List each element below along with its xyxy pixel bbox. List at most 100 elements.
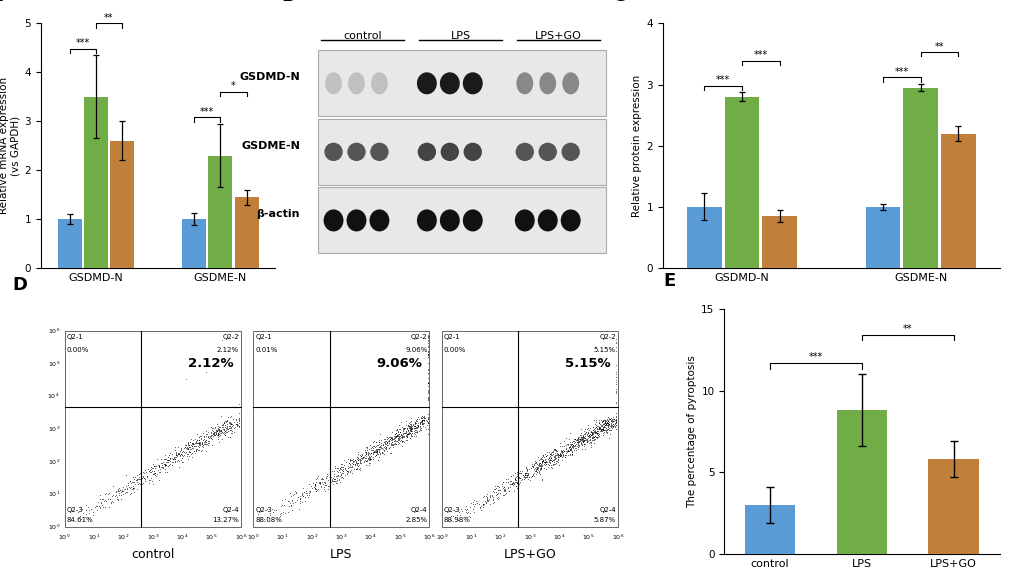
Point (403, 429, 419, 438)
Point (571, 441, 587, 450)
Point (158, 460, 174, 469)
Point (153, 455, 169, 464)
Point (321, 464, 337, 473)
Point (554, 451, 571, 460)
Point (394, 436, 411, 445)
Point (372, 438, 388, 448)
Point (575, 436, 591, 445)
Point (562, 440, 579, 449)
Point (528, 459, 544, 468)
Point (543, 456, 559, 465)
Point (573, 430, 589, 440)
Point (597, 420, 613, 429)
Ellipse shape (418, 143, 436, 161)
Point (478, 496, 494, 505)
Point (379, 440, 395, 449)
Point (368, 444, 384, 454)
FancyBboxPatch shape (318, 50, 605, 117)
Point (192, 433, 208, 442)
Point (145, 463, 161, 473)
Point (397, 428, 414, 437)
Point (490, 483, 506, 492)
Point (398, 424, 415, 433)
Point (473, 501, 489, 511)
Point (198, 439, 214, 448)
Point (356, 452, 372, 462)
Point (221, 422, 237, 431)
Point (604, 416, 621, 426)
Point (511, 473, 527, 483)
Point (401, 420, 418, 429)
Point (474, 493, 490, 502)
Point (595, 423, 611, 432)
Point (419, 424, 435, 434)
Point (496, 489, 513, 498)
Point (358, 448, 374, 457)
Point (191, 442, 207, 451)
Point (130, 478, 147, 487)
Point (328, 472, 344, 481)
Point (392, 430, 409, 439)
Point (550, 451, 567, 460)
Point (599, 412, 615, 422)
Point (355, 452, 371, 462)
Point (548, 447, 565, 456)
Point (389, 432, 406, 441)
Point (342, 467, 359, 476)
Point (326, 474, 342, 483)
Point (360, 451, 376, 460)
Point (598, 418, 614, 427)
Point (274, 495, 290, 504)
Point (317, 480, 333, 490)
Point (488, 489, 504, 498)
Point (168, 448, 184, 458)
Point (354, 451, 370, 460)
Point (516, 472, 532, 481)
Point (219, 421, 235, 430)
Ellipse shape (439, 72, 460, 94)
Point (599, 425, 615, 434)
Point (450, 507, 467, 517)
Point (167, 454, 183, 463)
Point (230, 330, 247, 339)
Point (541, 458, 557, 468)
Point (219, 424, 235, 434)
Point (344, 459, 361, 468)
Point (569, 436, 585, 445)
Point (187, 446, 204, 455)
Point (395, 432, 412, 441)
Point (97, 496, 113, 505)
Point (361, 458, 377, 468)
Point (77, 509, 94, 518)
Point (489, 485, 505, 494)
Point (489, 482, 505, 491)
Point (180, 447, 197, 456)
Point (560, 442, 577, 451)
Point (570, 432, 586, 441)
Point (370, 445, 386, 455)
Point (195, 428, 211, 437)
Point (184, 439, 201, 448)
Point (554, 451, 571, 460)
Point (606, 419, 623, 429)
Point (414, 419, 430, 429)
Point (603, 422, 620, 431)
Point (309, 472, 325, 481)
Point (131, 475, 148, 484)
Point (591, 423, 607, 433)
Point (545, 451, 561, 461)
Point (487, 490, 503, 500)
Point (525, 462, 541, 471)
Point (258, 504, 274, 514)
Point (76, 512, 93, 522)
Point (602, 425, 619, 434)
Point (344, 456, 361, 466)
Point (222, 419, 238, 428)
Point (506, 475, 523, 484)
Point (350, 458, 366, 468)
Point (583, 433, 599, 442)
Point (316, 478, 332, 487)
Point (211, 438, 227, 447)
Point (565, 441, 581, 450)
Point (317, 477, 333, 486)
